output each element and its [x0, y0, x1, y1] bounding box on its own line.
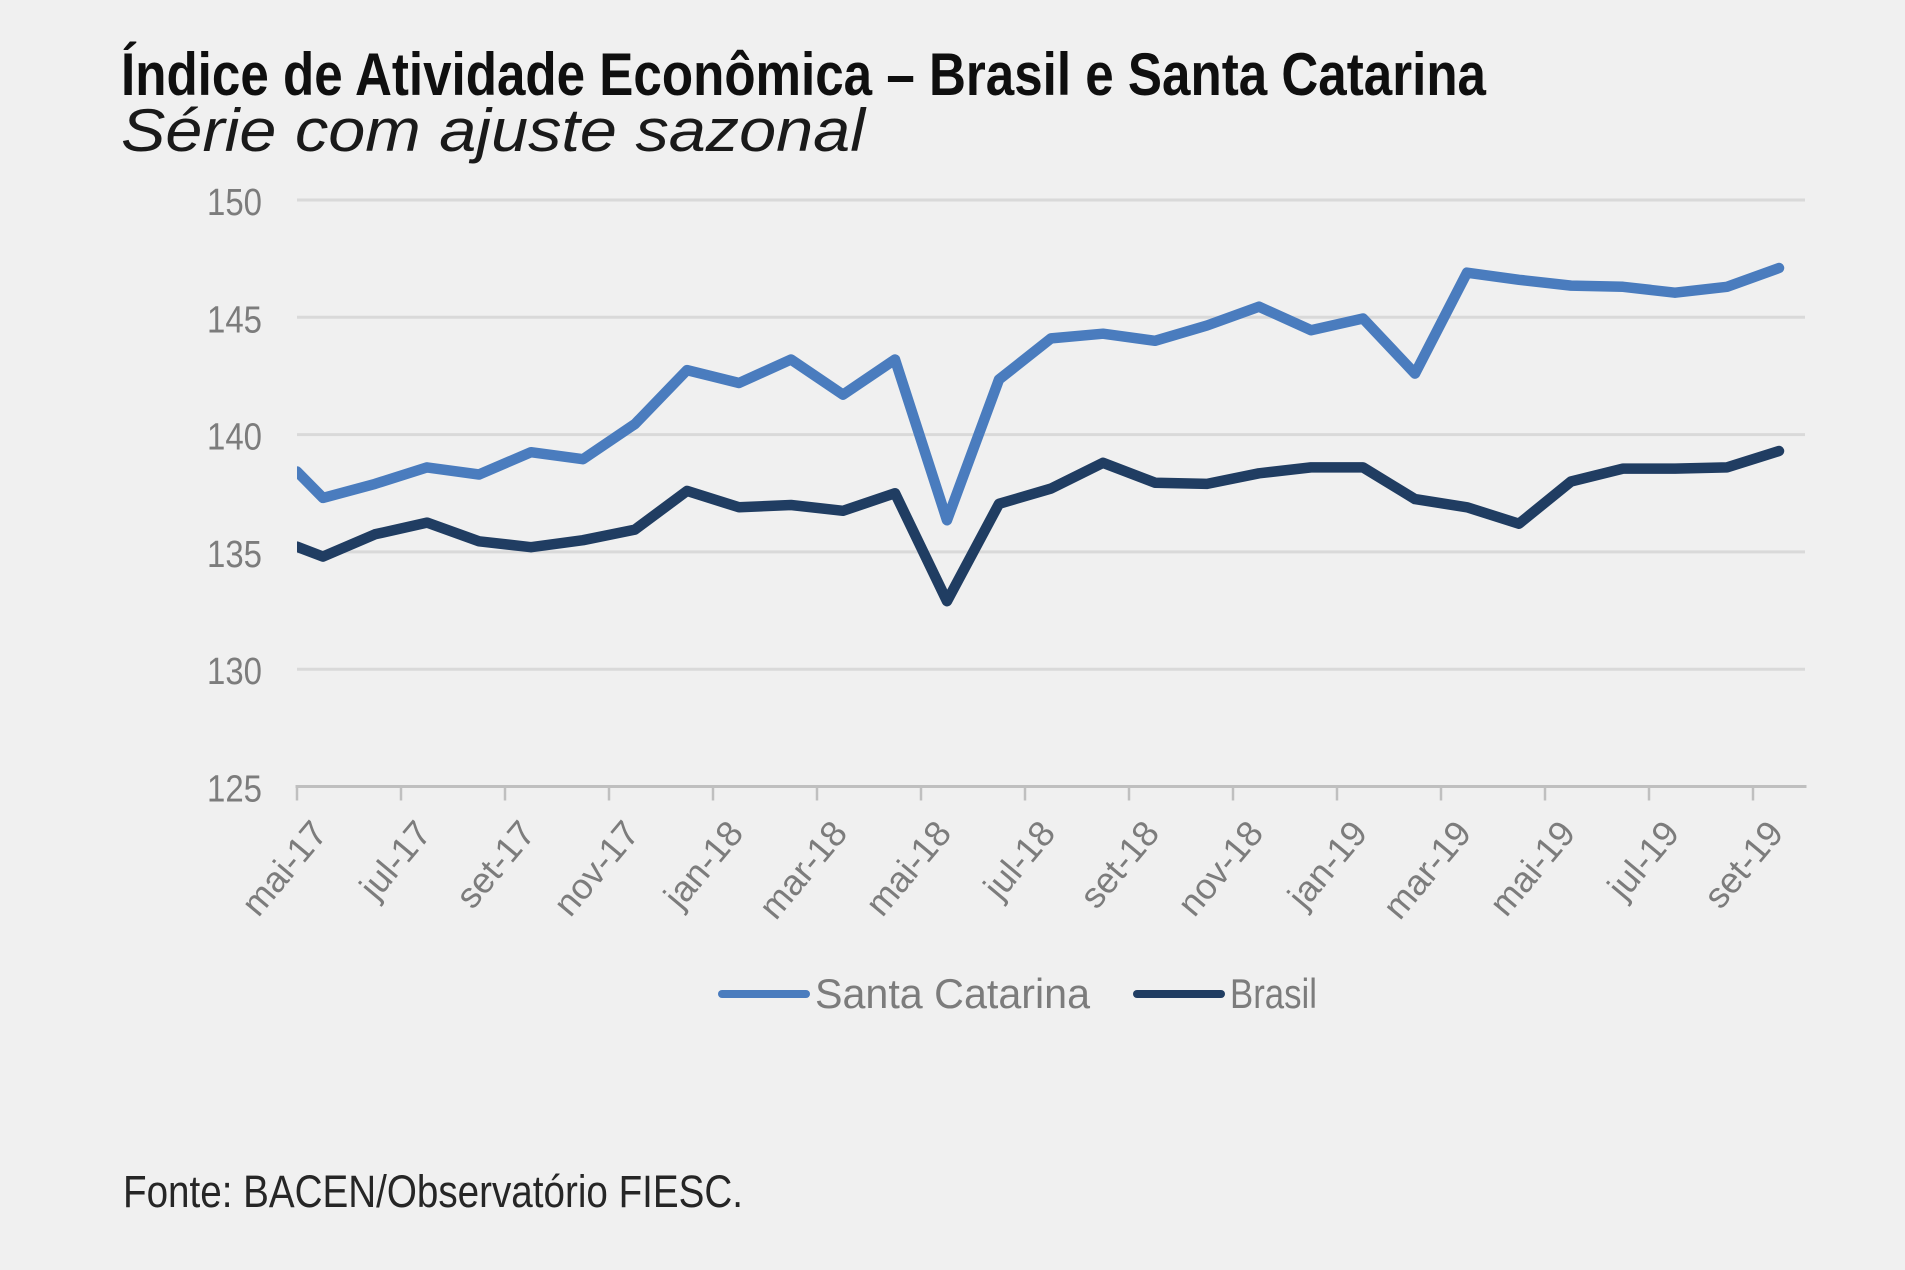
- svg-text:140: 140: [207, 417, 262, 459]
- svg-text:135: 135: [207, 534, 262, 576]
- svg-text:130: 130: [207, 651, 262, 693]
- svg-text:Índice de Atividade Econômica: Índice de Atividade Econômica – Brasil e…: [121, 41, 1487, 108]
- svg-text:Brasil: Brasil: [1230, 970, 1317, 1017]
- svg-text:Série com ajuste sazonal: Série com ajuste sazonal: [121, 97, 867, 164]
- svg-text:125: 125: [207, 769, 262, 811]
- svg-text:Santa Catarina: Santa Catarina: [815, 970, 1091, 1017]
- svg-text:150: 150: [207, 182, 262, 224]
- svg-text:145: 145: [207, 299, 262, 341]
- svg-text:Fonte: BACEN/Observatório FIES: Fonte: BACEN/Observatório FIESC.: [123, 1166, 743, 1217]
